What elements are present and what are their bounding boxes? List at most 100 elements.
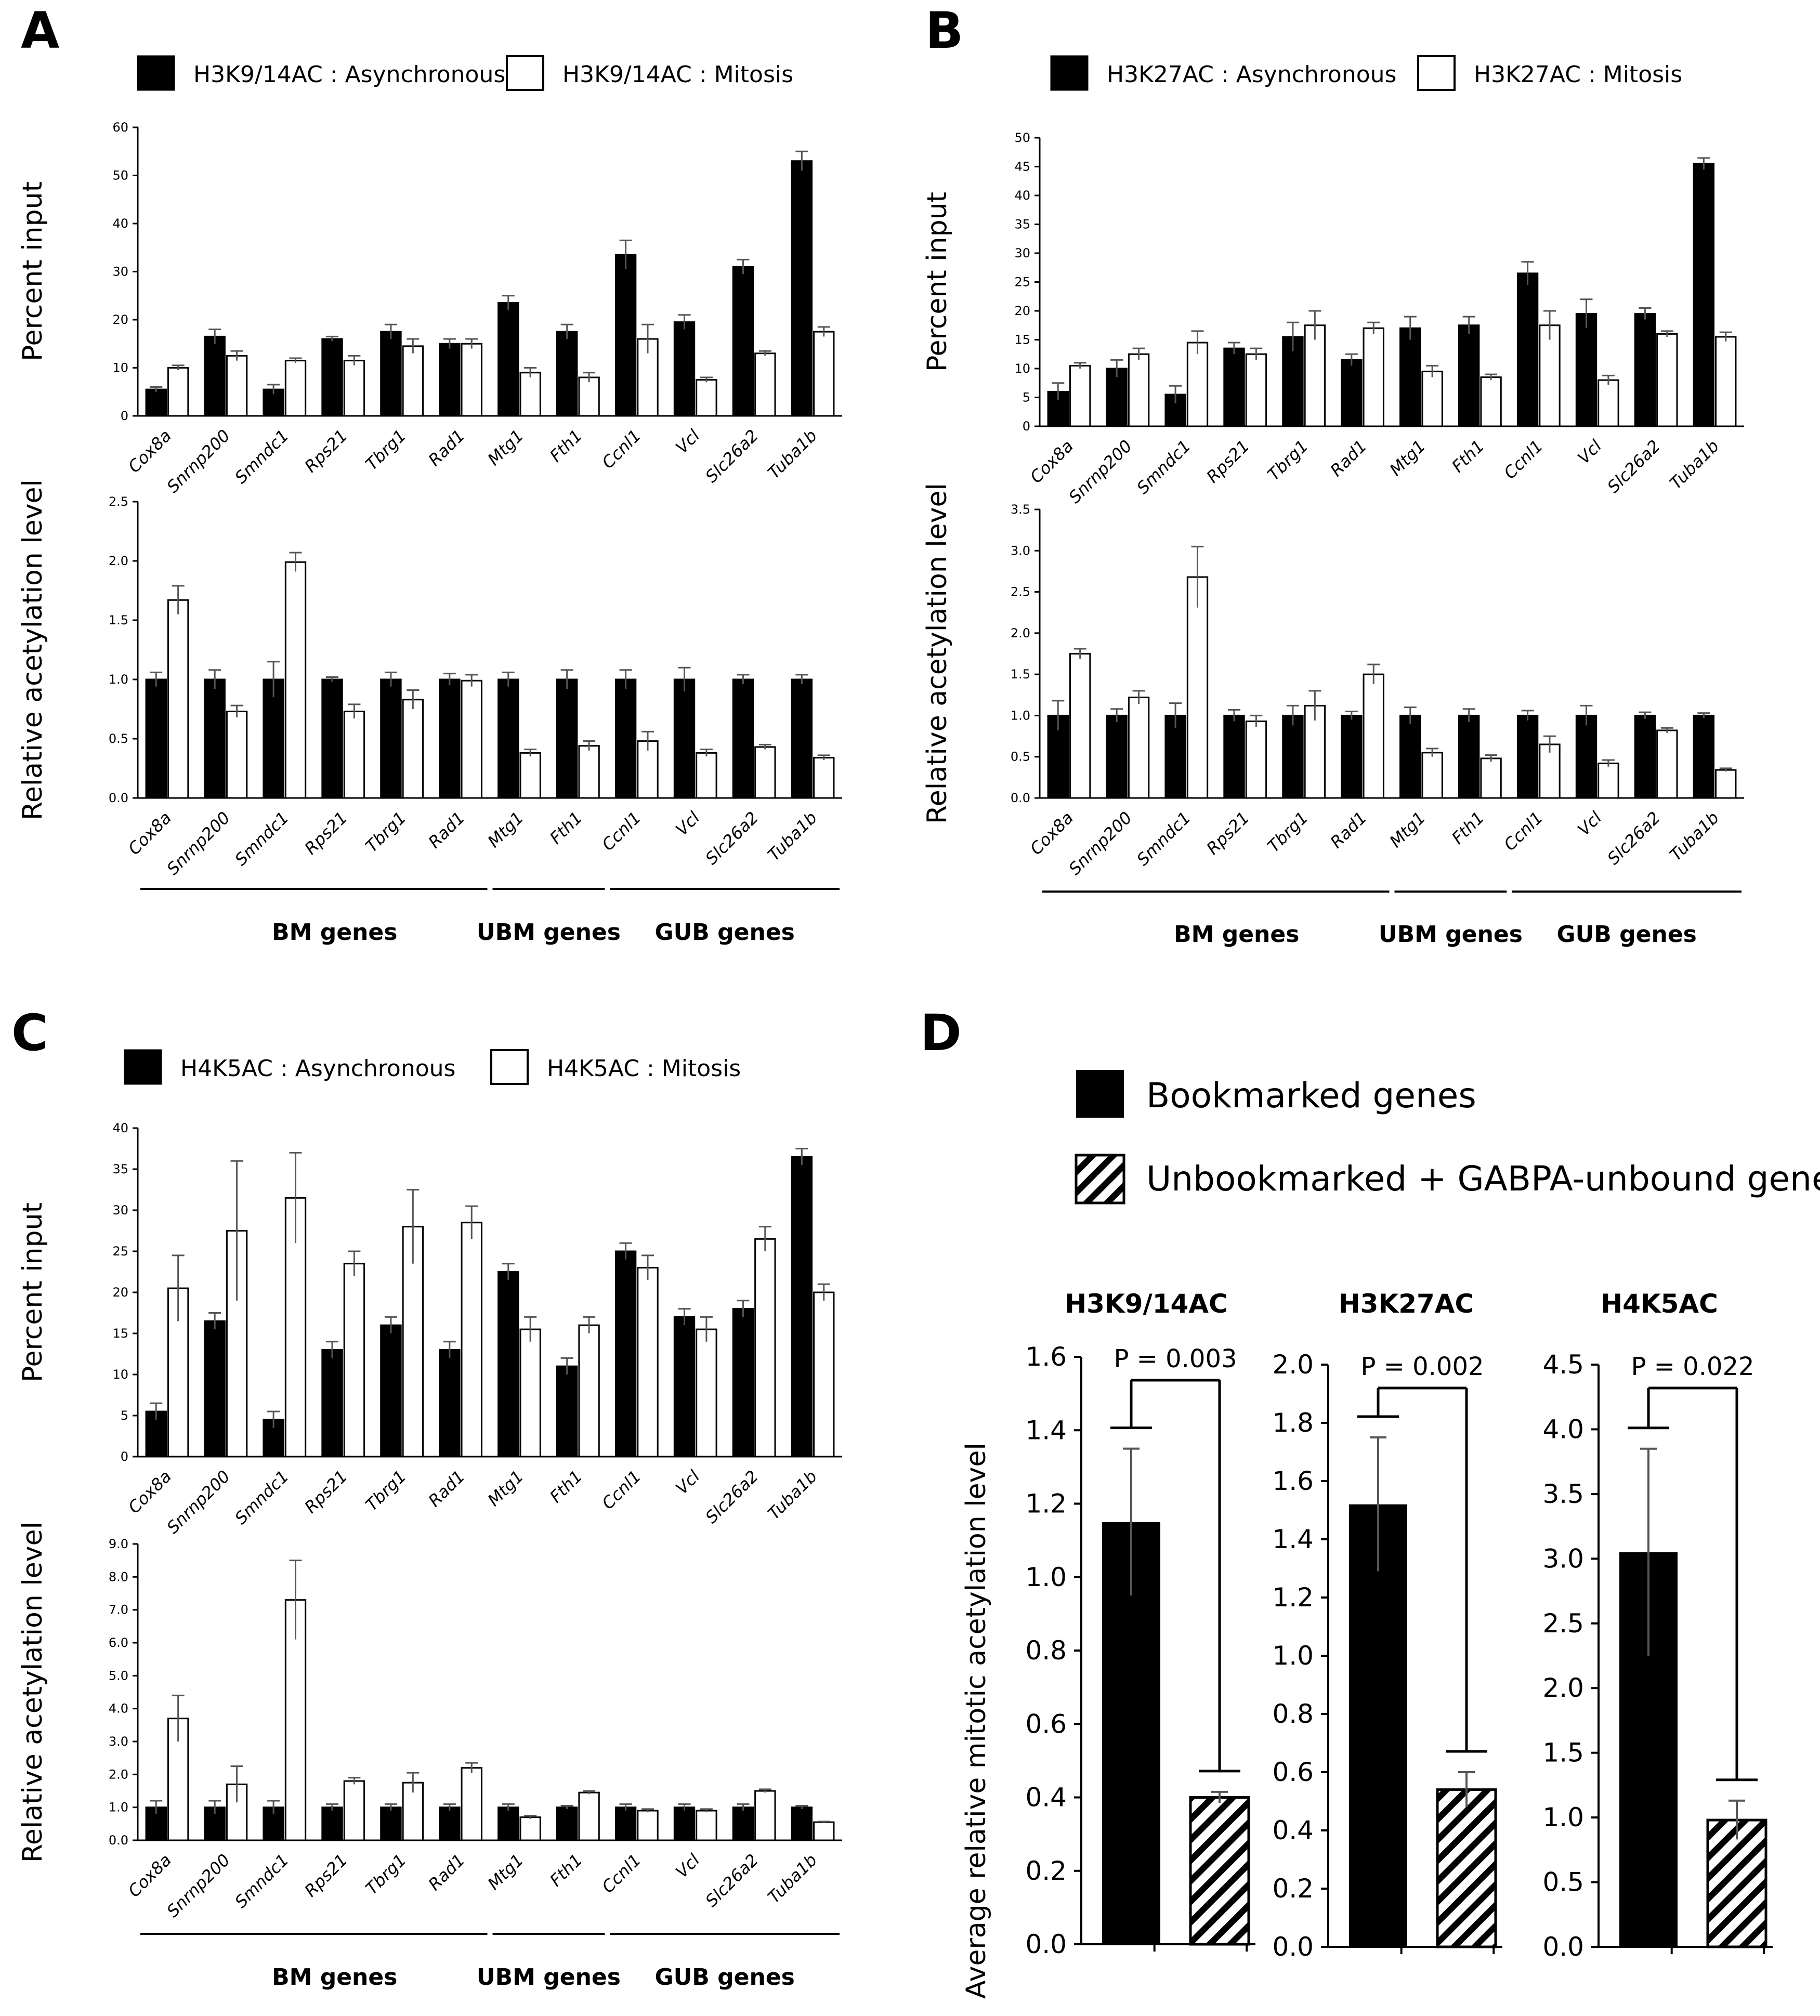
panel-c-group-label: GUB genes	[654, 1964, 794, 1991]
panel-b-bottom-bar-async-tuba1b	[1693, 714, 1715, 799]
panel-d-sub-h3k9-14ac-y-tick-label: 1.0	[1025, 1562, 1067, 1592]
panel-c-top-y-tick-label: 35	[112, 1162, 128, 1176]
panel-a-bottom-bar-async-slc26a2	[732, 678, 754, 799]
panel-b-top-y-tick-label: 50	[1014, 130, 1030, 145]
panel-b-top-y-tick-label: 40	[1014, 188, 1030, 203]
panel-b-bottom-bar-mitosis-tuba1b	[1715, 769, 1737, 799]
panel-b-bottom-bar-mitosis-rps21	[1245, 721, 1267, 799]
panel-c-bottom-y-tick-label: 5.0	[109, 1668, 128, 1683]
panel-a-bottom-x-tick-label: Smndc1	[231, 808, 293, 870]
panel-d-sub-h4k5ac-y-tick-label: 4.5	[1542, 1350, 1584, 1380]
panel-a-top-bar-mitosis-mtg1	[519, 372, 541, 417]
panel-d-sub-h3k27ac-bar-unbookmarked	[1436, 1788, 1497, 1948]
panel-c-bottom-bar-mitosis-rad1	[461, 1767, 482, 1841]
panel-a-bottom-bar-async-mtg1	[497, 678, 519, 799]
panel-a-bottom-x-tick-label: Ccnl1	[598, 808, 645, 855]
panel-c-top-bar-mitosis-smndc1	[284, 1197, 307, 1458]
panel-d-sub-h3k27ac-y-tick-label: 0.4	[1272, 1815, 1314, 1845]
panel-a-top-y-tick-label: 20	[112, 312, 128, 327]
panel-c-top-y-tick-label: 40	[112, 1121, 128, 1135]
panel-c-bottom-bar-mitosis-rps21	[343, 1780, 365, 1841]
panel-a-bottom-bar-mitosis-cox8a	[167, 599, 189, 799]
panel-a-bottom-x-tick-label: Snrnp200	[163, 808, 234, 879]
panel-a-top-bar-mitosis-snrnp200	[226, 355, 248, 417]
panel-a-bottom-x-tick-label: Rad1	[424, 808, 468, 852]
panel-c-bottom-y-tick-label: 9.0	[109, 1537, 128, 1551]
panel-b-top-x-tick-label: Fth1	[1448, 436, 1488, 476]
panel-c-bottom-y-tick-label: 8.0	[109, 1569, 128, 1584]
panel-a-bottom-x-tick-label: Vcl	[672, 808, 703, 840]
panel-b-bottom-bar-mitosis-fth1	[1480, 757, 1502, 799]
panel-a-top-bar-async-rps21	[321, 338, 343, 417]
panel-d-sub-h3k9-14ac-title: H3K9/14AC	[1065, 1289, 1227, 1319]
panel-c-top-bar-mitosis-vcl	[696, 1328, 717, 1458]
panel-b-bottom-x-tick-label: Cox8a	[1026, 808, 1077, 859]
panel-b-bottom-x-tick-label: Smndc1	[1133, 808, 1195, 870]
panel-a-bottom-y-axis-label: Relative acetylation level	[17, 479, 48, 820]
panel-b-bottom-bar-mitosis-slc26a2	[1656, 729, 1678, 799]
panel-b-top-bar-async-rad1	[1341, 359, 1363, 427]
panel-c-bottom-bar-async-tbrg1	[380, 1806, 402, 1841]
panel-c-top-bar-mitosis-fth1	[578, 1324, 600, 1458]
panel-a-top-x-tick-label: Smndc1	[231, 426, 293, 488]
panel-a-bottom-x-tick-label: Cox8a	[124, 808, 175, 859]
panel-b-bottom-y-tick-label: 2.0	[1011, 626, 1030, 640]
panel-c-top-x-tick-label: Tuba1b	[764, 1467, 821, 1524]
panel-b-top-x-tick-label: Rps21	[1202, 436, 1253, 487]
panel-b-top-bar-async-tbrg1	[1282, 336, 1304, 427]
panel-a-top-bar-mitosis-smndc1	[284, 360, 307, 417]
panel-a-bottom-bar-mitosis-fth1	[578, 745, 600, 799]
panel-d-sub-h4k5ac-y-tick-label: 0.5	[1542, 1867, 1584, 1897]
panel-c-group-label: UBM genes	[477, 1964, 621, 1991]
panel-c-top-x-tick-label: Tbrg1	[362, 1467, 410, 1515]
panel-c-top-x-tick-label: Snrnp200	[163, 1467, 234, 1538]
panel-c-bottom-bar-mitosis-fth1	[578, 1791, 600, 1841]
panel-c-top-y-tick-label: 25	[112, 1244, 128, 1259]
panel-b-bottom-y-tick-label: 1.0	[1011, 708, 1030, 723]
panel-a-top-y-axis-label: Percent input	[17, 181, 48, 361]
panel-b-top-bar-mitosis-smndc1	[1186, 342, 1209, 427]
panel-d-y-axis-label: Average relative mitotic acetylation lev…	[961, 1443, 992, 1999]
panel-b-bottom-bar-mitosis-vcl	[1598, 762, 1619, 799]
panel-b-bottom-bar-mitosis-snrnp200	[1128, 697, 1150, 799]
panel-c-bottom-x-tick-label: Mtg1	[484, 1850, 528, 1894]
panel-b-bottom-x-tick-label: Vcl	[1574, 808, 1605, 840]
legend-label-asynchronous: H4K5AC : Asynchronous	[180, 1055, 455, 1082]
panel-b-top-y-axis-label: Percent input	[922, 192, 953, 372]
panel-b-top-y-tick-label: 0	[1023, 419, 1030, 434]
panel-d-sub-h4k5ac-y-tick-label: 0.0	[1542, 1932, 1584, 1962]
panel-b-top-y-tick-label: 15	[1014, 333, 1030, 347]
panel-c-bottom-x-tick-label: Cox8a	[124, 1850, 175, 1901]
panel-b-bottom-x-tick-label: Slc26a2	[1603, 808, 1664, 869]
panel-a-top-bar-mitosis-tbrg1	[402, 345, 424, 417]
panel-c-top-bar-mitosis-ccnl1	[637, 1267, 659, 1458]
panel-c-bottom-x-tick-label: Vcl	[672, 1850, 703, 1882]
panel-a-bottom-x-tick-label: Rps21	[300, 808, 351, 859]
panel-d-sub-h3k27ac-y-tick-label: 1.8	[1272, 1408, 1314, 1438]
panel-b-top-y-tick-label: 35	[1014, 217, 1030, 232]
panel-d-sub-h3k9-14ac-y-tick-label: 0.4	[1025, 1783, 1067, 1813]
panel-d: Bookmarked genes Unbookmarked + GABPA-unb…	[961, 1070, 1820, 1999]
panel-c-top-bar-async-snrnp200	[204, 1320, 226, 1458]
panel-c-bottom-bar-async-rad1	[439, 1806, 461, 1841]
panel-a-bottom-bar-async-fth1	[556, 678, 578, 799]
panel-c-bottom-x-tick-label: Rps21	[300, 1850, 351, 1901]
panel-a-bottom-bar-async-tuba1b	[791, 678, 813, 799]
panel-b-group-label: UBM genes	[1379, 921, 1523, 948]
panel-d-sub-h3k9-14ac-y-tick-label: 0.2	[1025, 1856, 1067, 1886]
legend-label-mitosis: H3K9/14AC : Mitosis	[562, 61, 793, 88]
panel-a-bottom-bar-mitosis-vcl	[696, 752, 717, 799]
panel-b-top-bar-async-slc26a2	[1634, 313, 1656, 427]
panel-b-top-bar-mitosis-slc26a2	[1656, 333, 1678, 427]
panel-a-bottom-bar-async-rad1	[439, 678, 461, 799]
panel-a-bottom-bar-async-smndc1	[263, 678, 284, 799]
panel-d-sub-h3k9-14ac-y-tick-label: 1.6	[1025, 1342, 1067, 1372]
panel-d-sub-h3k27ac-y-tick-label: 1.0	[1272, 1641, 1314, 1671]
panel-letter-d: D	[920, 1004, 962, 1062]
panel-a-bottom-bar-mitosis-slc26a2	[754, 746, 776, 799]
panel-a-top-y-tick-label: 60	[112, 120, 128, 135]
legend-label-asynchronous: H3K9/14AC : Asynchronous	[193, 61, 505, 88]
panel-a-top-x-tick-label: Snrnp200	[163, 426, 234, 497]
panel-c-top-bar-async-mtg1	[497, 1271, 519, 1458]
panel-c-bottom-bar-async-tuba1b	[791, 1806, 813, 1841]
